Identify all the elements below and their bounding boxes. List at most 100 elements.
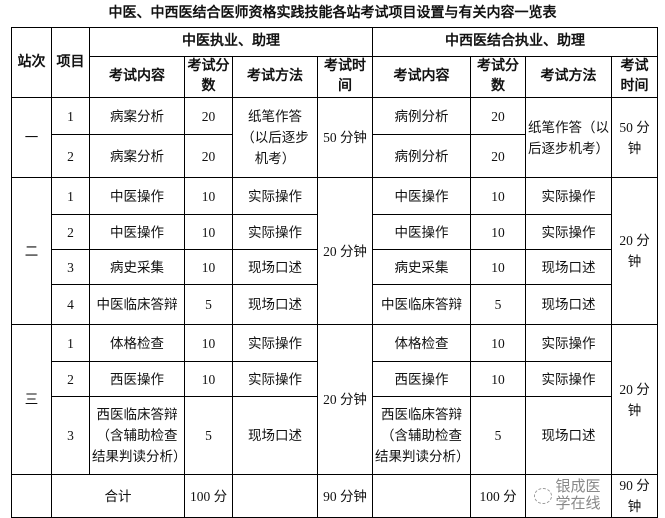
tcm-score: 10 [184,214,233,250]
tcm-method: 纸笔作答（以后逐步机考） [232,97,318,178]
int-method: 现场口述 [525,284,612,325]
tcm-method: 现场口述 [232,396,318,475]
station-name: 一 [11,97,52,178]
item-no: 2 [51,134,90,178]
tcm-method: 实际操作 [232,177,318,215]
int-content: 中医操作 [372,177,471,215]
int-method: 实际操作 [525,361,612,397]
tcm-score: 20 [184,97,233,135]
header-method: 考试方法 [232,56,318,98]
tcm-time: 50 分钟 [317,97,373,178]
item-no: 4 [51,284,90,325]
document-title: 中医、中西医结合医师资格实践技能各站考试项目设置与有关内容一览表 [108,6,557,21]
tcm-content: 西医临床答辩（含辅助检查结果判读分析） [89,396,187,475]
int-time: 50 分钟 [611,97,658,178]
int-content: 中医操作 [372,214,471,250]
station-name: 二 [11,177,52,325]
table-row: 二 1 中医操作 10 实际操作 20 分钟 中医操作 10 实际操作 20 分… [11,177,658,325]
int-score: 5 [470,284,526,325]
total-tcm-time: 90 分钟 [317,474,373,518]
int-method: 现场口述 [525,249,612,285]
item-no: 3 [51,249,90,285]
item-no: 2 [51,214,90,250]
item-no: 1 [51,324,90,362]
tcm-content: 中医临床答辩 [89,284,185,325]
tcm-content: 病案分析 [89,97,185,135]
table-row: 2 中医操作 10 实际操作 中医操作 10 实际操作 [12,214,658,250]
tcm-content: 病史采集 [89,249,185,285]
total-int-time: 90 分钟 [611,474,658,518]
int-method: 实际操作 [525,214,612,250]
int-method: 现场口述 [525,396,612,475]
item-no: 3 [51,396,90,475]
int-content: 病例分析 [372,134,471,178]
tcm-method: 现场口述 [232,284,318,325]
tcm-score: 20 [184,134,233,178]
int-method: 实际操作 [525,324,612,362]
tcm-method: 实际操作 [232,214,318,250]
item-no: 1 [51,97,90,135]
watermark-text: 银成医学在线 [555,479,601,512]
item-no: 1 [51,177,90,215]
table-row: 三 1 体格检查 10 实际操作 20 分钟 体格检查 10 实际操作 20 分… [11,324,658,475]
int-score: 10 [470,249,526,285]
int-content: 中医临床答辩 [372,284,471,325]
int-score: 20 [470,97,526,135]
int-score: 10 [470,361,526,397]
header-score: 考试分数 [184,56,233,98]
int-score: 10 [470,177,526,215]
exam-table: 站次 项目 中医执业、助理 中西医结合执业、助理 考试内容 考试分数 考试方法 … [11,27,658,518]
int-content: 西医临床答辩（含辅助检查结果判读分析） [372,396,471,475]
table-row: 一 1 病案分析 20 纸笔作答（以后逐步机考） 50 分钟 病例分析 20 纸… [11,97,658,178]
int-score: 5 [470,396,526,475]
tcm-method: 实际操作 [232,361,318,397]
tcm-score: 10 [184,249,233,285]
header-content: 考试内容 [89,56,185,98]
empty-cell [372,474,471,518]
tcm-time: 20 分钟 [317,177,373,325]
watermark: 银成医学在线 [528,479,609,513]
table-row: 3 西医临床答辩（含辅助检查结果判读分析） 5 现场口述 西医临床答辩（含辅助检… [12,396,658,475]
table-row: 2 病案分析 20 病例分析 20 [12,134,658,178]
empty-cell [232,474,318,518]
tcm-content: 体格检查 [89,324,185,362]
tcm-content: 病案分析 [89,134,185,178]
tcm-score: 10 [184,177,233,215]
total-int-score: 100 分 [470,474,526,518]
header-time: 考试时间 [611,56,658,98]
empty-cell [11,474,52,518]
tcm-method: 实际操作 [232,324,318,362]
total-row: 合计 100 分 90 分钟 100 分 银成医学在线 90 分钟 [11,474,658,518]
int-score: 10 [470,214,526,250]
tcm-score: 10 [184,324,233,362]
tcm-score: 5 [184,284,233,325]
tcm-content: 中医操作 [89,214,185,250]
header-group-tcm: 中医执业、助理 [89,27,373,57]
int-content: 病史采集 [372,249,471,285]
tcm-content: 西医操作 [89,361,185,397]
int-score: 10 [470,324,526,362]
watermark-cell: 银成医学在线 [525,474,612,518]
header-group-integrated: 中西医结合执业、助理 [372,27,658,57]
header-item: 项目 [51,27,90,98]
int-time: 20 分钟 [611,177,658,325]
item-no: 2 [51,361,90,397]
station-name: 三 [11,324,52,475]
header-score: 考试分数 [470,56,526,98]
tcm-method: 现场口述 [232,249,318,285]
header-content: 考试内容 [372,56,471,98]
tcm-score: 5 [184,396,233,475]
total-label: 合计 [51,474,185,518]
int-content: 病例分析 [372,97,471,135]
int-method: 纸笔作答（以后逐步机考） [525,97,612,178]
header-method: 考试方法 [525,56,612,98]
total-tcm-score: 100 分 [184,474,233,518]
int-score: 20 [470,134,526,178]
int-content: 西医操作 [372,361,471,397]
table-row: 4 中医临床答辩 5 现场口述 中医临床答辩 5 现场口述 [12,284,658,325]
tcm-time: 20 分钟 [317,324,373,475]
wechat-icon [533,488,552,504]
int-method: 实际操作 [525,177,612,215]
int-content: 体格检查 [372,324,471,362]
header-time: 考试时间 [317,56,373,98]
